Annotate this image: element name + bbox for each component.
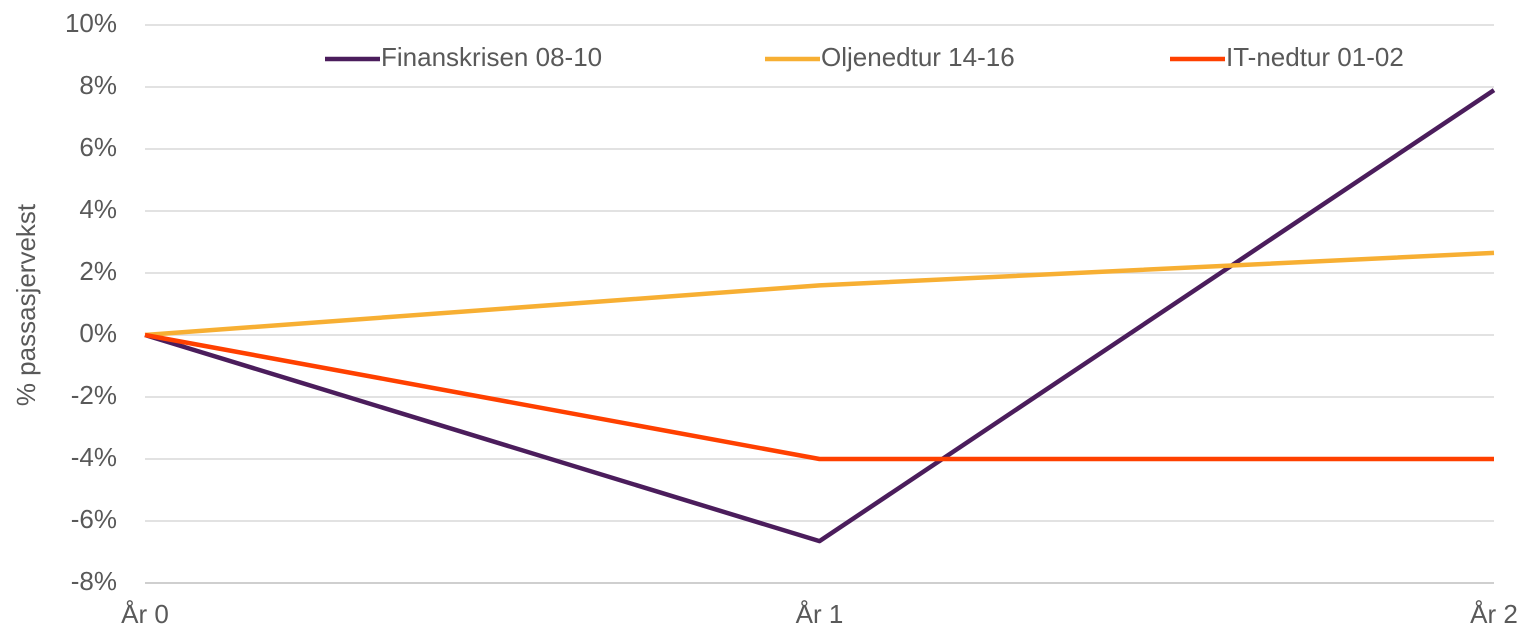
y-tick-label: -6%: [71, 504, 117, 534]
y-tick-label: 8%: [79, 70, 117, 100]
y-axis-label: % passasjervekst: [11, 203, 41, 406]
x-tick-label: År 0: [121, 599, 169, 629]
y-tick-label: 0%: [79, 318, 117, 348]
series-line: [144, 88, 1496, 544]
legend-label: Oljenedtur 14-16: [821, 42, 1015, 72]
y-tick-label: -4%: [71, 442, 117, 472]
y-tick-label: -8%: [71, 566, 117, 596]
y-tick-label: 10%: [65, 8, 117, 38]
series-line: [144, 250, 1495, 338]
y-tick-label: 4%: [79, 194, 117, 224]
y-tick-label: 2%: [79, 256, 117, 286]
x-tick-label: År 2: [1470, 599, 1518, 629]
x-tick-label: År 1: [796, 599, 844, 629]
legend-label: Finanskrisen 08-10: [381, 42, 602, 72]
legend-label: IT-nedtur 01-02: [1226, 42, 1404, 72]
y-tick-label: -2%: [71, 380, 117, 410]
series-line: [144, 332, 1494, 462]
y-tick-label: 6%: [79, 132, 117, 162]
